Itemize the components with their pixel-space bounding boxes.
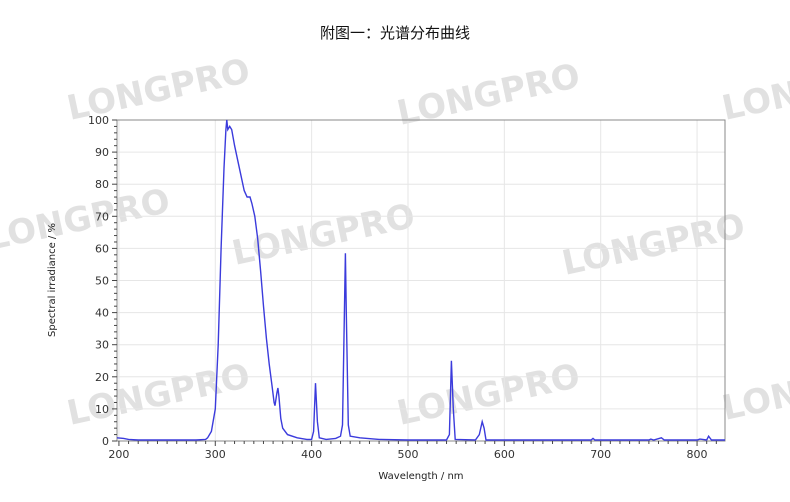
watermark-logo: LONGPRO	[719, 351, 790, 429]
ticks: 200 300 400 500 600 700 800 0 10 20 30 40 50 60 70 80 90…	[88, 114, 717, 461]
y-tick-label: 70	[95, 210, 109, 223]
y-tick-label: 20	[95, 371, 109, 384]
watermark-logo: LONGPRO	[64, 356, 254, 434]
y-tick-label: 30	[95, 339, 109, 352]
x-tick-label: 700	[590, 448, 611, 461]
x-tick-label: 600	[494, 448, 515, 461]
watermark-logo: LONGPRO	[394, 56, 584, 134]
x-tick-label: 300	[205, 448, 226, 461]
y-tick-label: 100	[88, 114, 109, 127]
y-tick-label: 80	[95, 178, 109, 191]
y-axis-label: Spectral irradiance / %	[47, 223, 58, 337]
watermark-logo: LONGPRO	[0, 181, 174, 259]
x-tick-label: 500	[397, 448, 418, 461]
watermark-logo: LONGPRO	[559, 206, 749, 284]
y-tick-label: 90	[95, 146, 109, 159]
page-title: 附图一：光谱分布曲线	[319, 24, 470, 42]
y-tick-label: 0	[102, 435, 109, 448]
y-tick-label: 40	[95, 307, 109, 320]
y-tick-label: 60	[95, 242, 109, 255]
x-tick-label: 800	[687, 448, 708, 461]
y-tick-label: 50	[95, 275, 109, 288]
x-tick-label: 400	[301, 448, 322, 461]
x-tick-label: 200	[108, 448, 129, 461]
watermark-logo: LONGPRO	[719, 51, 790, 129]
y-tick-label: 10	[95, 403, 109, 416]
series-line	[116, 119, 725, 441]
watermark-logo: LONGPRO	[394, 356, 584, 434]
x-axis-label: Wavelength / nm	[378, 471, 463, 482]
